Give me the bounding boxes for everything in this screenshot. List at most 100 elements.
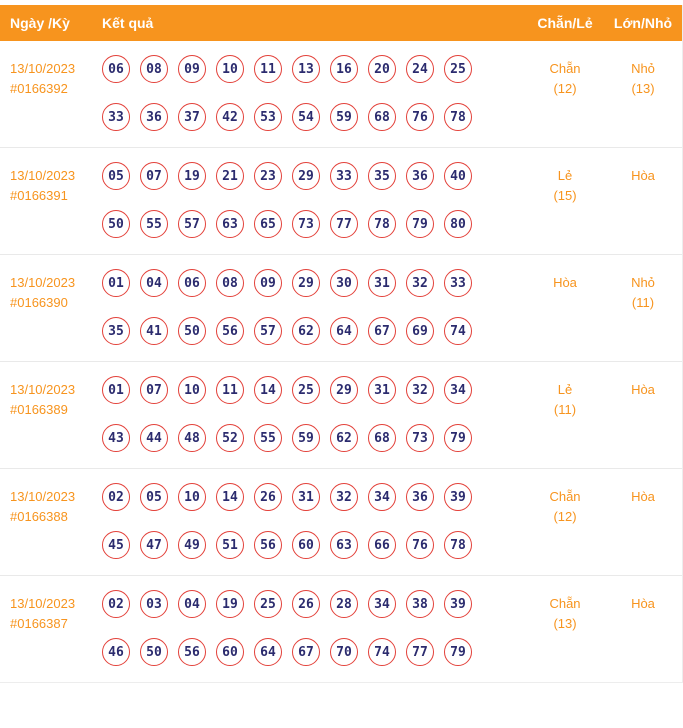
lottery-number-ball: 59 <box>292 424 320 452</box>
lottery-number-ball: 25 <box>292 376 320 404</box>
result-row: 13/10/2023 #0166391 05 07 19 21 23 29 33 35 36 40… <box>0 148 682 255</box>
lottery-number-ball: 09 <box>254 269 282 297</box>
numbers-line-1: 01 04 06 08 09 29 30 31 32 33 <box>102 269 526 297</box>
numbers-line-1: 06 08 09 10 11 13 16 20 24 25 <box>102 55 526 83</box>
lottery-number-ball: 63 <box>330 531 358 559</box>
even-odd-label: Chẵn <box>549 489 581 504</box>
date-period-cell: 13/10/2023 #0166388 <box>0 483 96 559</box>
lottery-number-ball: 04 <box>178 590 206 618</box>
lottery-number-ball: 53 <box>254 103 282 131</box>
lottery-number-ball: 29 <box>292 162 320 190</box>
lottery-number-ball: 08 <box>140 55 168 83</box>
lottery-number-ball: 32 <box>330 483 358 511</box>
result-row: 13/10/2023 #0166388 02 05 10 14 26 31 32 34 36 39… <box>0 469 682 576</box>
draw-date: 13/10/2023 <box>10 489 76 504</box>
lottery-number-ball: 32 <box>406 269 434 297</box>
numbers-line-2: 33 36 37 42 53 54 59 68 76 78 <box>102 103 526 131</box>
lottery-number-ball: 19 <box>216 590 244 618</box>
lottery-number-ball: 07 <box>140 376 168 404</box>
lottery-number-ball: 50 <box>140 638 168 666</box>
lottery-number-ball: 25 <box>254 590 282 618</box>
lottery-number-ball: 57 <box>254 317 282 345</box>
draw-period: #0166392 <box>10 81 68 96</box>
lottery-number-ball: 02 <box>102 483 130 511</box>
numbers-line-2: 45 47 49 51 56 60 63 66 76 78 <box>102 531 526 559</box>
draw-date: 13/10/2023 <box>10 275 76 290</box>
lottery-number-ball: 73 <box>292 210 320 238</box>
lottery-number-ball: 04 <box>140 269 168 297</box>
lottery-number-ball: 74 <box>368 638 396 666</box>
big-small-label: Hòa <box>631 596 655 611</box>
numbers-line-2: 43 44 48 52 55 59 62 68 73 79 <box>102 424 526 452</box>
lottery-number-ball: 02 <box>102 590 130 618</box>
lottery-number-ball: 50 <box>102 210 130 238</box>
lottery-number-ball: 51 <box>216 531 244 559</box>
lottery-number-ball: 36 <box>406 483 434 511</box>
lottery-number-ball: 39 <box>444 590 472 618</box>
lottery-number-ball: 67 <box>292 638 320 666</box>
lottery-number-ball: 56 <box>254 531 282 559</box>
numbers-line-2: 35 41 50 56 57 62 64 67 69 74 <box>102 317 526 345</box>
lottery-number-ball: 33 <box>330 162 358 190</box>
lottery-number-ball: 29 <box>330 376 358 404</box>
numbers-line-2: 46 50 56 60 64 67 70 74 77 79 <box>102 638 526 666</box>
lottery-number-ball: 23 <box>254 162 282 190</box>
even-odd-label: Lẻ <box>557 382 573 397</box>
lottery-number-ball: 36 <box>406 162 434 190</box>
numbers-cell: 06 08 09 10 11 13 16 20 24 25 33 36 37 42 53 54 59 68 76 7… <box>96 55 526 131</box>
draw-date: 13/10/2023 <box>10 596 76 611</box>
draw-period: #0166389 <box>10 402 68 417</box>
draw-date: 13/10/2023 <box>10 61 76 76</box>
even-odd-cell: Chẵn (12) <box>526 55 604 131</box>
header-date-period: Ngày /Kỳ <box>10 15 70 31</box>
lottery-number-ball: 48 <box>178 424 206 452</box>
lottery-number-ball: 78 <box>444 103 472 131</box>
lottery-number-ball: 77 <box>330 210 358 238</box>
lottery-number-ball: 30 <box>330 269 358 297</box>
lottery-number-ball: 56 <box>216 317 244 345</box>
numbers-cell: 01 04 06 08 09 29 30 31 32 33 35 41 50 56 57 62 64 67 69 7… <box>96 269 526 345</box>
lottery-number-ball: 80 <box>444 210 472 238</box>
lottery-number-ball: 66 <box>368 531 396 559</box>
lottery-number-ball: 41 <box>140 317 168 345</box>
table-header: Ngày /Kỳ Kết quả Chẵn/Lẻ Lớn/Nhỏ <box>0 5 682 41</box>
result-row: 13/10/2023 #0166389 01 07 10 11 14 25 29 31 32 34… <box>0 362 682 469</box>
big-small-cell: Hòa <box>604 483 682 559</box>
lottery-number-ball: 19 <box>178 162 206 190</box>
lottery-number-ball: 35 <box>102 317 130 345</box>
draw-period: #0166391 <box>10 188 68 203</box>
lottery-number-ball: 28 <box>330 590 358 618</box>
lottery-number-ball: 46 <box>102 638 130 666</box>
even-odd-cell: Hòa <box>526 269 604 345</box>
draw-period: #0166390 <box>10 295 68 310</box>
lottery-number-ball: 01 <box>102 376 130 404</box>
numbers-line-1: 01 07 10 11 14 25 29 31 32 34 <box>102 376 526 404</box>
lottery-number-ball: 76 <box>406 531 434 559</box>
big-small-cell: Hòa <box>604 590 682 666</box>
lottery-results-table: Ngày /Kỳ Kết quả Chẵn/Lẻ Lớn/Nhỏ 13/10/2… <box>0 5 683 683</box>
lottery-number-ball: 20 <box>368 55 396 83</box>
date-period-cell: 13/10/2023 #0166391 <box>0 162 96 238</box>
lottery-number-ball: 74 <box>444 317 472 345</box>
lottery-number-ball: 42 <box>216 103 244 131</box>
lottery-number-ball: 50 <box>178 317 206 345</box>
lottery-number-ball: 39 <box>444 483 472 511</box>
numbers-cell: 01 07 10 11 14 25 29 31 32 34 43 44 48 52 55 59 62 68 73 7… <box>96 376 526 452</box>
even-odd-count: (12) <box>553 509 577 524</box>
draw-period: #0166388 <box>10 509 68 524</box>
lottery-number-ball: 26 <box>292 590 320 618</box>
even-odd-label: Chẵn <box>549 61 581 76</box>
big-small-label: Hòa <box>631 382 655 397</box>
lottery-number-ball: 57 <box>178 210 206 238</box>
draw-date: 13/10/2023 <box>10 382 76 397</box>
lottery-number-ball: 70 <box>330 638 358 666</box>
lottery-number-ball: 68 <box>368 424 396 452</box>
lottery-number-ball: 10 <box>178 376 206 404</box>
lottery-number-ball: 14 <box>216 483 244 511</box>
header-big-small: Lớn/Nhỏ <box>613 15 673 31</box>
lottery-number-ball: 40 <box>444 162 472 190</box>
lottery-number-ball: 47 <box>140 531 168 559</box>
lottery-number-ball: 52 <box>216 424 244 452</box>
lottery-number-ball: 34 <box>368 590 396 618</box>
lottery-number-ball: 78 <box>368 210 396 238</box>
